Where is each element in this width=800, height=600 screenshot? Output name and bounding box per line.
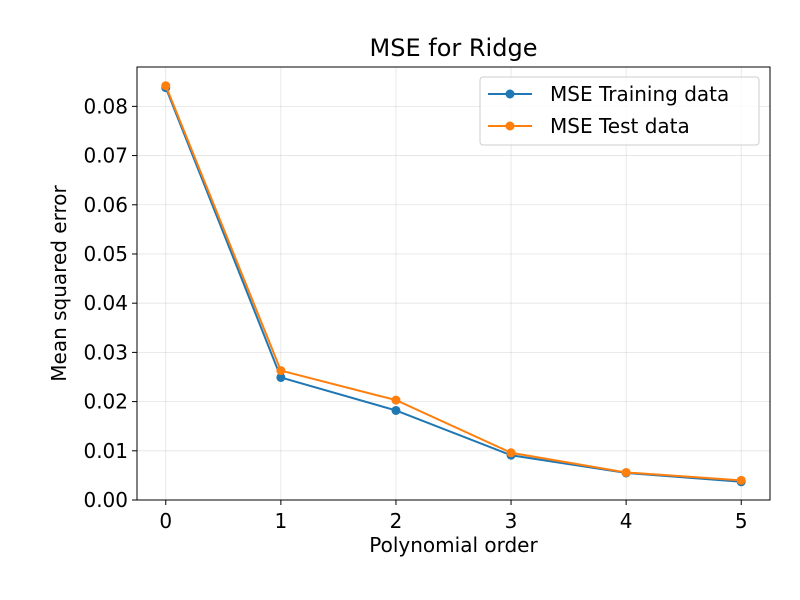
data-point [161, 81, 171, 91]
data-point [621, 467, 631, 477]
legend: MSE Training data MSE Test data [479, 76, 760, 146]
y-tick-label: 0.00 [83, 488, 128, 512]
data-point [391, 405, 401, 415]
y-axis-title: Mean squared error [47, 185, 71, 382]
series-line-2 [164, 85, 742, 482]
y-tick-label: 0.03 [83, 340, 128, 364]
x-tick-label: 5 [735, 509, 748, 533]
data-point [736, 475, 746, 485]
plot-frame [136, 66, 771, 501]
x-tick-label: 1 [274, 509, 287, 533]
legend-label: MSE Training data [550, 82, 729, 106]
x-tick-label: 4 [620, 509, 633, 533]
y-tick-label: 0.08 [83, 94, 128, 118]
series-layer [161, 81, 746, 487]
y-tick-label: 0.02 [83, 390, 128, 414]
y-tick-label: 0.07 [83, 144, 128, 168]
x-tick-label: 3 [505, 509, 518, 533]
y-tick-label: 0.04 [83, 291, 128, 315]
data-point [506, 448, 516, 458]
legend-marker [505, 121, 515, 131]
data-point [391, 395, 401, 405]
x-axis-title: Polynomial order [369, 533, 538, 557]
legend-box [479, 76, 760, 146]
data-point [276, 366, 286, 376]
y-tick-label: 0.05 [83, 242, 128, 266]
legend-label: MSE Test data [550, 114, 690, 138]
x-tick-label: 0 [159, 509, 172, 533]
x-tick-label: 2 [390, 509, 403, 533]
y-tick-label: 0.06 [83, 193, 128, 217]
legend-marker [505, 89, 515, 99]
y-tick-label: 0.01 [83, 439, 128, 463]
chart-title: MSE for Ridge [370, 34, 538, 62]
ticks: 0 1 2 3 4 5 0.00 0.01 0.02 0.03 0.04 0.05 0.06 0.07 0.… [83, 94, 747, 533]
grid [137, 67, 770, 501]
data-point [276, 372, 286, 382]
